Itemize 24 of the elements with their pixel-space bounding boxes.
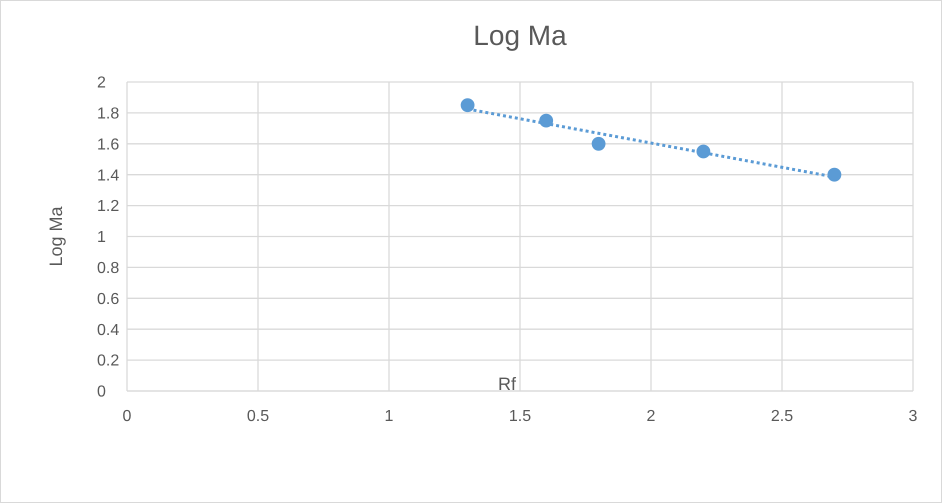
- y-axis-title: Log Ma: [46, 205, 66, 267]
- y-tick-label: 0: [97, 384, 106, 401]
- y-tick-label: 0.2: [97, 352, 120, 370]
- y-tick-label: 1.2: [97, 198, 120, 216]
- x-tick-label: 2: [646, 408, 656, 425]
- point: [592, 136, 606, 151]
- x-tick-label: 3: [908, 408, 918, 425]
- x-tick-label: 0: [122, 408, 132, 425]
- x-axis-title: Rf: [498, 374, 517, 394]
- x-tick-label: 0.5: [246, 408, 270, 425]
- y-tick-label: 2: [97, 74, 106, 92]
- chart-title: Log Ma: [473, 20, 568, 51]
- y-tick-label: 1.8: [97, 106, 120, 122]
- y-tick-label: 1.4: [97, 167, 120, 184]
- point: [827, 168, 842, 182]
- y-tick-label: 0.4: [97, 322, 120, 339]
- y-tick-label: 0.6: [97, 290, 120, 308]
- x-tick-label: 1: [384, 408, 394, 425]
- y-tick-label: 0.8: [97, 260, 120, 277]
- x-tick-label: 2.5: [770, 408, 794, 425]
- x-tick-label: 1.5: [508, 408, 532, 425]
- y-tick-label: 1: [97, 229, 106, 246]
- y-tick-label: 1.6: [97, 136, 120, 154]
- point: [460, 98, 475, 112]
